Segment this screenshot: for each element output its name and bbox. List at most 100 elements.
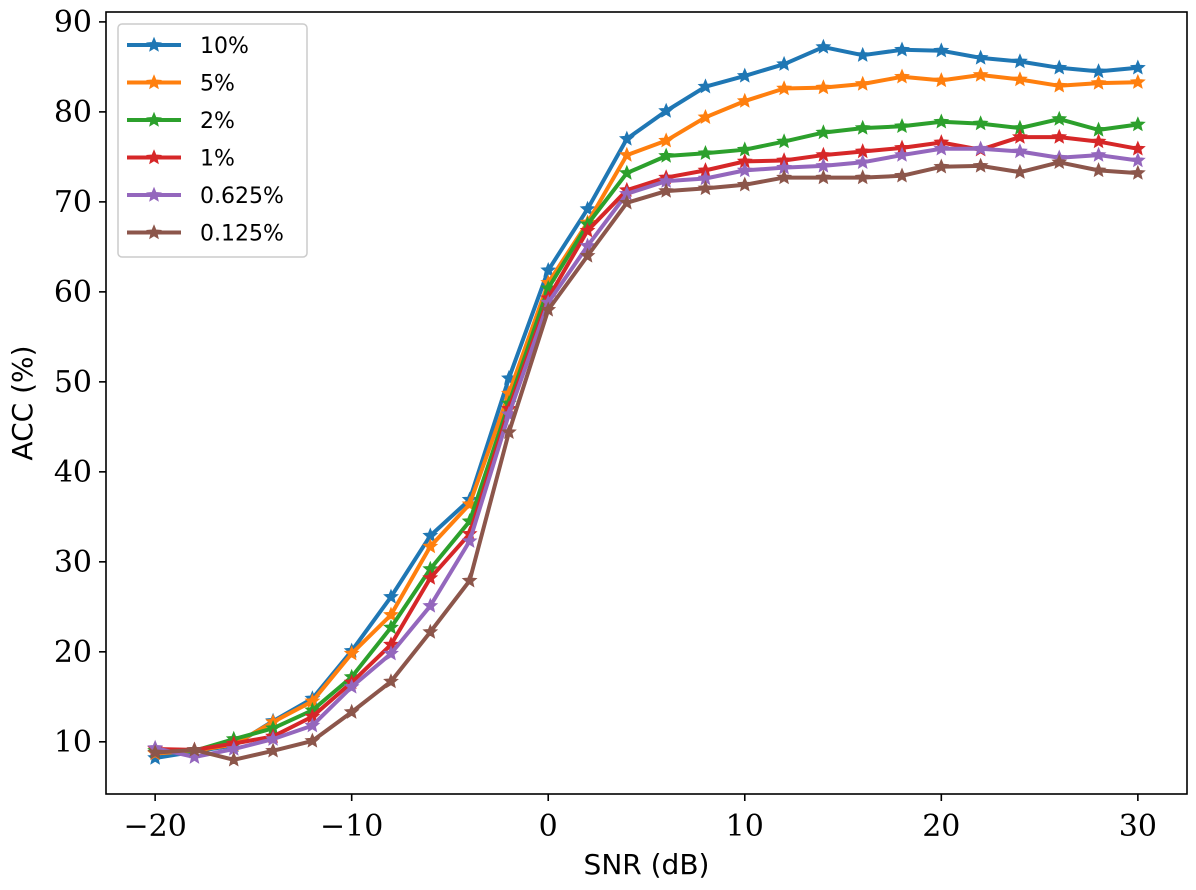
data-point — [422, 597, 439, 613]
data-point — [933, 158, 950, 174]
data-point — [815, 38, 832, 54]
data-point — [736, 67, 753, 83]
series-0.125% — [147, 153, 1146, 767]
data-point — [1129, 73, 1146, 89]
plot-frame — [105, 11, 1188, 795]
data-point — [972, 140, 989, 156]
data-point — [736, 141, 753, 157]
data-point — [1012, 71, 1028, 87]
data-point — [736, 92, 753, 108]
x-axis-label: SNR (dB) — [584, 848, 710, 881]
x-tick-label: −10 — [320, 809, 383, 844]
data-point — [933, 113, 950, 129]
data-point — [894, 167, 910, 183]
data-point — [815, 169, 832, 185]
legend-label: 0.625% — [200, 184, 284, 209]
x-axis: −20 −10 0 10 20 30 — [123, 794, 1157, 844]
data-point — [776, 169, 792, 185]
data-point — [383, 606, 399, 622]
star-icon — [146, 224, 162, 240]
y-axis-label: ACC (%) — [6, 345, 39, 460]
legend-label: 1% — [200, 147, 235, 172]
y-axis: 10 20 30 40 50 60 70 80 90 — [54, 5, 106, 760]
data-point — [658, 132, 675, 148]
data-point — [147, 749, 164, 765]
data-point — [1129, 140, 1146, 156]
data-point — [972, 49, 989, 65]
data-point — [1090, 146, 1107, 162]
data-point — [461, 532, 478, 548]
legend-label: 2% — [200, 109, 235, 134]
y-tick-label: 60 — [54, 275, 92, 310]
legend-label: 10% — [200, 34, 249, 59]
data-point — [933, 72, 950, 88]
star-icon — [146, 74, 162, 90]
x-tick-label: −20 — [123, 809, 186, 844]
legend-item: 0.125% — [127, 222, 284, 247]
data-point — [186, 741, 203, 757]
data-point — [618, 194, 635, 210]
data-point — [894, 68, 910, 84]
data-point — [147, 744, 164, 760]
data-point — [1051, 77, 1068, 93]
data-point — [1051, 128, 1068, 144]
data-point — [972, 66, 989, 82]
data-point — [1090, 121, 1107, 137]
star-icon — [146, 36, 162, 52]
data-point — [658, 147, 675, 163]
star-icon — [146, 186, 162, 202]
data-point — [1012, 128, 1028, 144]
data-point — [383, 619, 399, 635]
data-point — [186, 748, 203, 764]
data-point — [265, 730, 281, 746]
data-point — [1090, 74, 1107, 90]
data-point — [815, 79, 832, 95]
data-point — [383, 588, 399, 604]
data-point — [265, 742, 281, 758]
y-tick-label: 70 — [54, 185, 92, 220]
data-point — [501, 423, 517, 439]
star-icon — [146, 149, 162, 165]
data-point — [894, 117, 910, 134]
data-point — [854, 46, 871, 62]
series-line — [154, 146, 1139, 760]
data-point — [343, 703, 360, 719]
data-point — [461, 572, 478, 588]
data-point — [422, 623, 439, 639]
series-2% — [147, 110, 1146, 758]
data-point — [383, 673, 399, 689]
data-point — [894, 146, 910, 162]
data-point — [1129, 152, 1146, 168]
data-point — [540, 261, 557, 277]
data-point — [697, 144, 714, 161]
y-tick-label: 20 — [54, 635, 92, 670]
x-tick-label: 0 — [539, 809, 558, 844]
legend-item: 5% — [127, 72, 235, 97]
series-line — [155, 117, 1139, 753]
data-point — [736, 176, 753, 192]
x-tick-label: 10 — [726, 809, 764, 844]
data-point — [618, 164, 635, 180]
data-point — [1129, 116, 1146, 132]
data-point — [579, 200, 596, 216]
data-point — [618, 130, 635, 146]
data-point — [1090, 63, 1107, 79]
legend-item: 10% — [127, 34, 249, 59]
data-point — [776, 133, 792, 149]
data-point — [972, 115, 989, 131]
data-point — [1090, 133, 1107, 149]
data-point — [618, 146, 635, 162]
star-icon — [146, 111, 162, 127]
data-point — [972, 157, 989, 173]
data-point — [658, 102, 675, 118]
x-tick-label: 30 — [1119, 809, 1157, 844]
data-point — [422, 569, 439, 585]
series-line — [155, 160, 1138, 762]
data-point — [579, 222, 596, 238]
legend-item: 1% — [127, 147, 235, 172]
y-tick-label: 30 — [54, 545, 92, 580]
data-point — [1129, 59, 1146, 75]
data-point — [1012, 163, 1028, 179]
data-point — [304, 717, 321, 733]
